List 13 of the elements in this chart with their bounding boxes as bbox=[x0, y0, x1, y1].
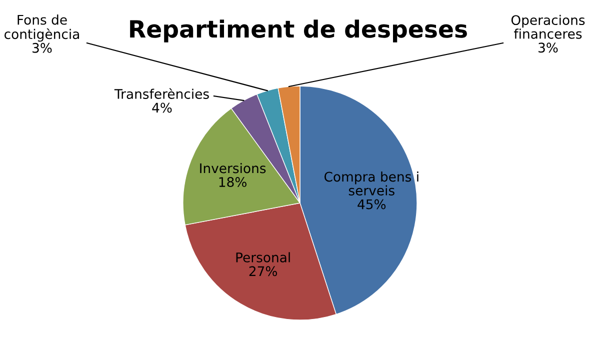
slice-label: Operacions financeres bbox=[511, 14, 585, 39]
data-label: 45% bbox=[358, 199, 386, 210]
slice-label: Personal bbox=[236, 252, 290, 262]
data-label: 3% bbox=[32, 42, 52, 53]
slice-label: Transferències bbox=[114, 88, 209, 99]
data-label: 18% bbox=[219, 177, 246, 188]
chart-title: Repartiment de despeses bbox=[130, 20, 467, 42]
slice-label: Inversions bbox=[200, 163, 266, 174]
data-label: 27% bbox=[249, 266, 278, 276]
data-label: 4% bbox=[152, 102, 172, 113]
data-label: 3% bbox=[538, 42, 558, 53]
slice-label: Compra bens i serveis bbox=[324, 171, 418, 196]
slice-label: Fons de contigència bbox=[4, 14, 79, 42]
